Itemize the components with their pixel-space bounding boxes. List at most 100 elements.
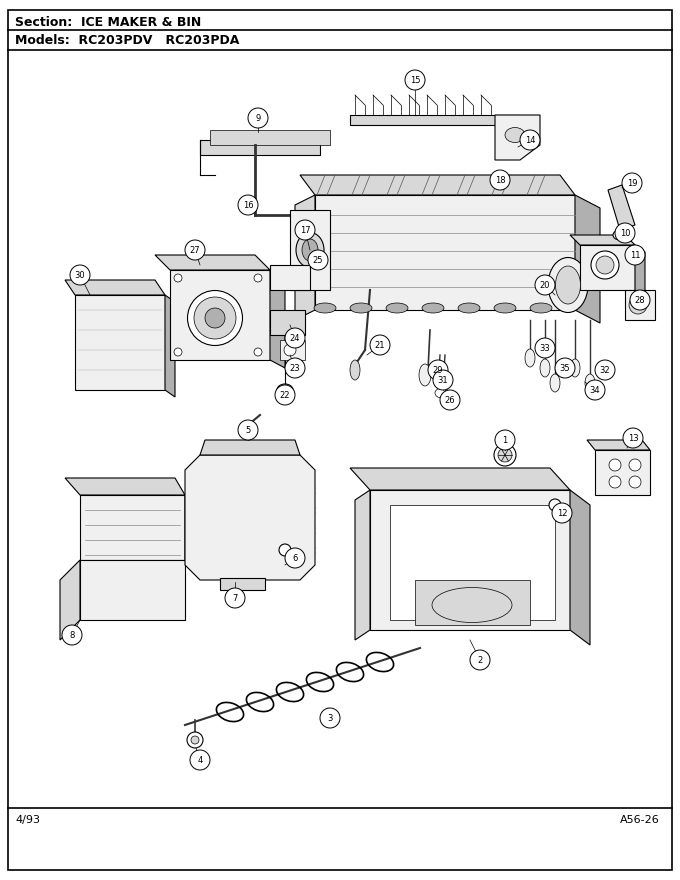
Polygon shape [295, 195, 315, 320]
Ellipse shape [540, 359, 550, 377]
Polygon shape [625, 290, 655, 320]
Text: 7: 7 [233, 593, 238, 603]
Text: 23: 23 [290, 363, 301, 372]
Polygon shape [200, 140, 320, 155]
Polygon shape [270, 270, 285, 368]
Circle shape [370, 335, 390, 355]
Circle shape [254, 274, 262, 282]
Text: 34: 34 [590, 385, 600, 394]
Ellipse shape [629, 476, 641, 488]
Circle shape [62, 625, 82, 645]
Ellipse shape [556, 266, 581, 304]
Text: 4/93: 4/93 [15, 815, 40, 825]
Text: 30: 30 [75, 270, 85, 280]
Polygon shape [635, 245, 645, 297]
Ellipse shape [284, 344, 296, 356]
Ellipse shape [350, 360, 360, 380]
Text: 25: 25 [313, 255, 323, 265]
Ellipse shape [613, 230, 627, 240]
Ellipse shape [629, 296, 647, 314]
Circle shape [630, 290, 650, 310]
Ellipse shape [505, 128, 525, 143]
Polygon shape [595, 450, 650, 495]
Circle shape [70, 265, 90, 285]
Circle shape [285, 548, 305, 568]
Polygon shape [60, 560, 80, 640]
Text: 6: 6 [292, 554, 298, 562]
Ellipse shape [296, 232, 324, 268]
Circle shape [174, 274, 182, 282]
Text: 10: 10 [619, 229, 630, 238]
Circle shape [495, 430, 515, 450]
Circle shape [185, 240, 205, 260]
Text: 3: 3 [327, 714, 333, 722]
Text: 27: 27 [190, 246, 201, 254]
Polygon shape [290, 210, 330, 290]
Text: 1: 1 [503, 436, 508, 444]
Ellipse shape [549, 499, 561, 511]
Ellipse shape [591, 251, 619, 279]
Polygon shape [170, 270, 270, 360]
Circle shape [238, 420, 258, 440]
Polygon shape [80, 560, 185, 620]
Circle shape [248, 108, 268, 128]
Ellipse shape [191, 736, 199, 744]
Ellipse shape [277, 384, 293, 396]
Text: 15: 15 [410, 76, 420, 84]
Polygon shape [608, 185, 635, 230]
Ellipse shape [350, 303, 372, 313]
Ellipse shape [570, 359, 580, 377]
Ellipse shape [205, 308, 225, 328]
Circle shape [535, 275, 555, 295]
Circle shape [490, 170, 510, 190]
Text: 32: 32 [600, 365, 611, 375]
Polygon shape [270, 265, 310, 290]
Polygon shape [270, 310, 305, 335]
Text: 21: 21 [375, 341, 386, 349]
Polygon shape [65, 478, 185, 495]
Ellipse shape [609, 476, 621, 488]
Ellipse shape [498, 448, 512, 462]
Circle shape [254, 348, 262, 356]
Circle shape [285, 328, 305, 348]
Ellipse shape [386, 303, 408, 313]
Polygon shape [575, 195, 600, 323]
Polygon shape [415, 580, 530, 625]
Text: 8: 8 [69, 630, 75, 640]
Text: 20: 20 [540, 281, 550, 290]
Polygon shape [580, 245, 635, 290]
Circle shape [595, 360, 615, 380]
Ellipse shape [435, 388, 449, 398]
Circle shape [405, 70, 425, 90]
Polygon shape [75, 295, 165, 390]
Polygon shape [495, 115, 540, 160]
Ellipse shape [494, 444, 516, 466]
Polygon shape [350, 115, 520, 125]
Circle shape [520, 130, 540, 150]
Ellipse shape [609, 459, 621, 471]
Circle shape [440, 390, 460, 410]
Polygon shape [355, 490, 370, 640]
Text: 14: 14 [525, 136, 535, 144]
Circle shape [625, 245, 645, 265]
Polygon shape [220, 578, 265, 590]
Text: 11: 11 [630, 251, 641, 260]
Text: 28: 28 [634, 296, 645, 304]
Circle shape [295, 220, 315, 240]
Polygon shape [315, 195, 575, 310]
Text: A56-26: A56-26 [620, 815, 660, 825]
Circle shape [535, 338, 555, 358]
Polygon shape [300, 175, 575, 195]
Polygon shape [390, 505, 555, 620]
Circle shape [433, 370, 453, 390]
Polygon shape [210, 130, 330, 145]
Polygon shape [200, 440, 300, 455]
Text: 4: 4 [197, 756, 203, 765]
Ellipse shape [188, 290, 243, 346]
Ellipse shape [419, 364, 431, 386]
Ellipse shape [525, 349, 535, 367]
Text: 5: 5 [245, 426, 251, 435]
Ellipse shape [494, 303, 516, 313]
Circle shape [285, 358, 305, 378]
Text: 24: 24 [290, 334, 301, 342]
